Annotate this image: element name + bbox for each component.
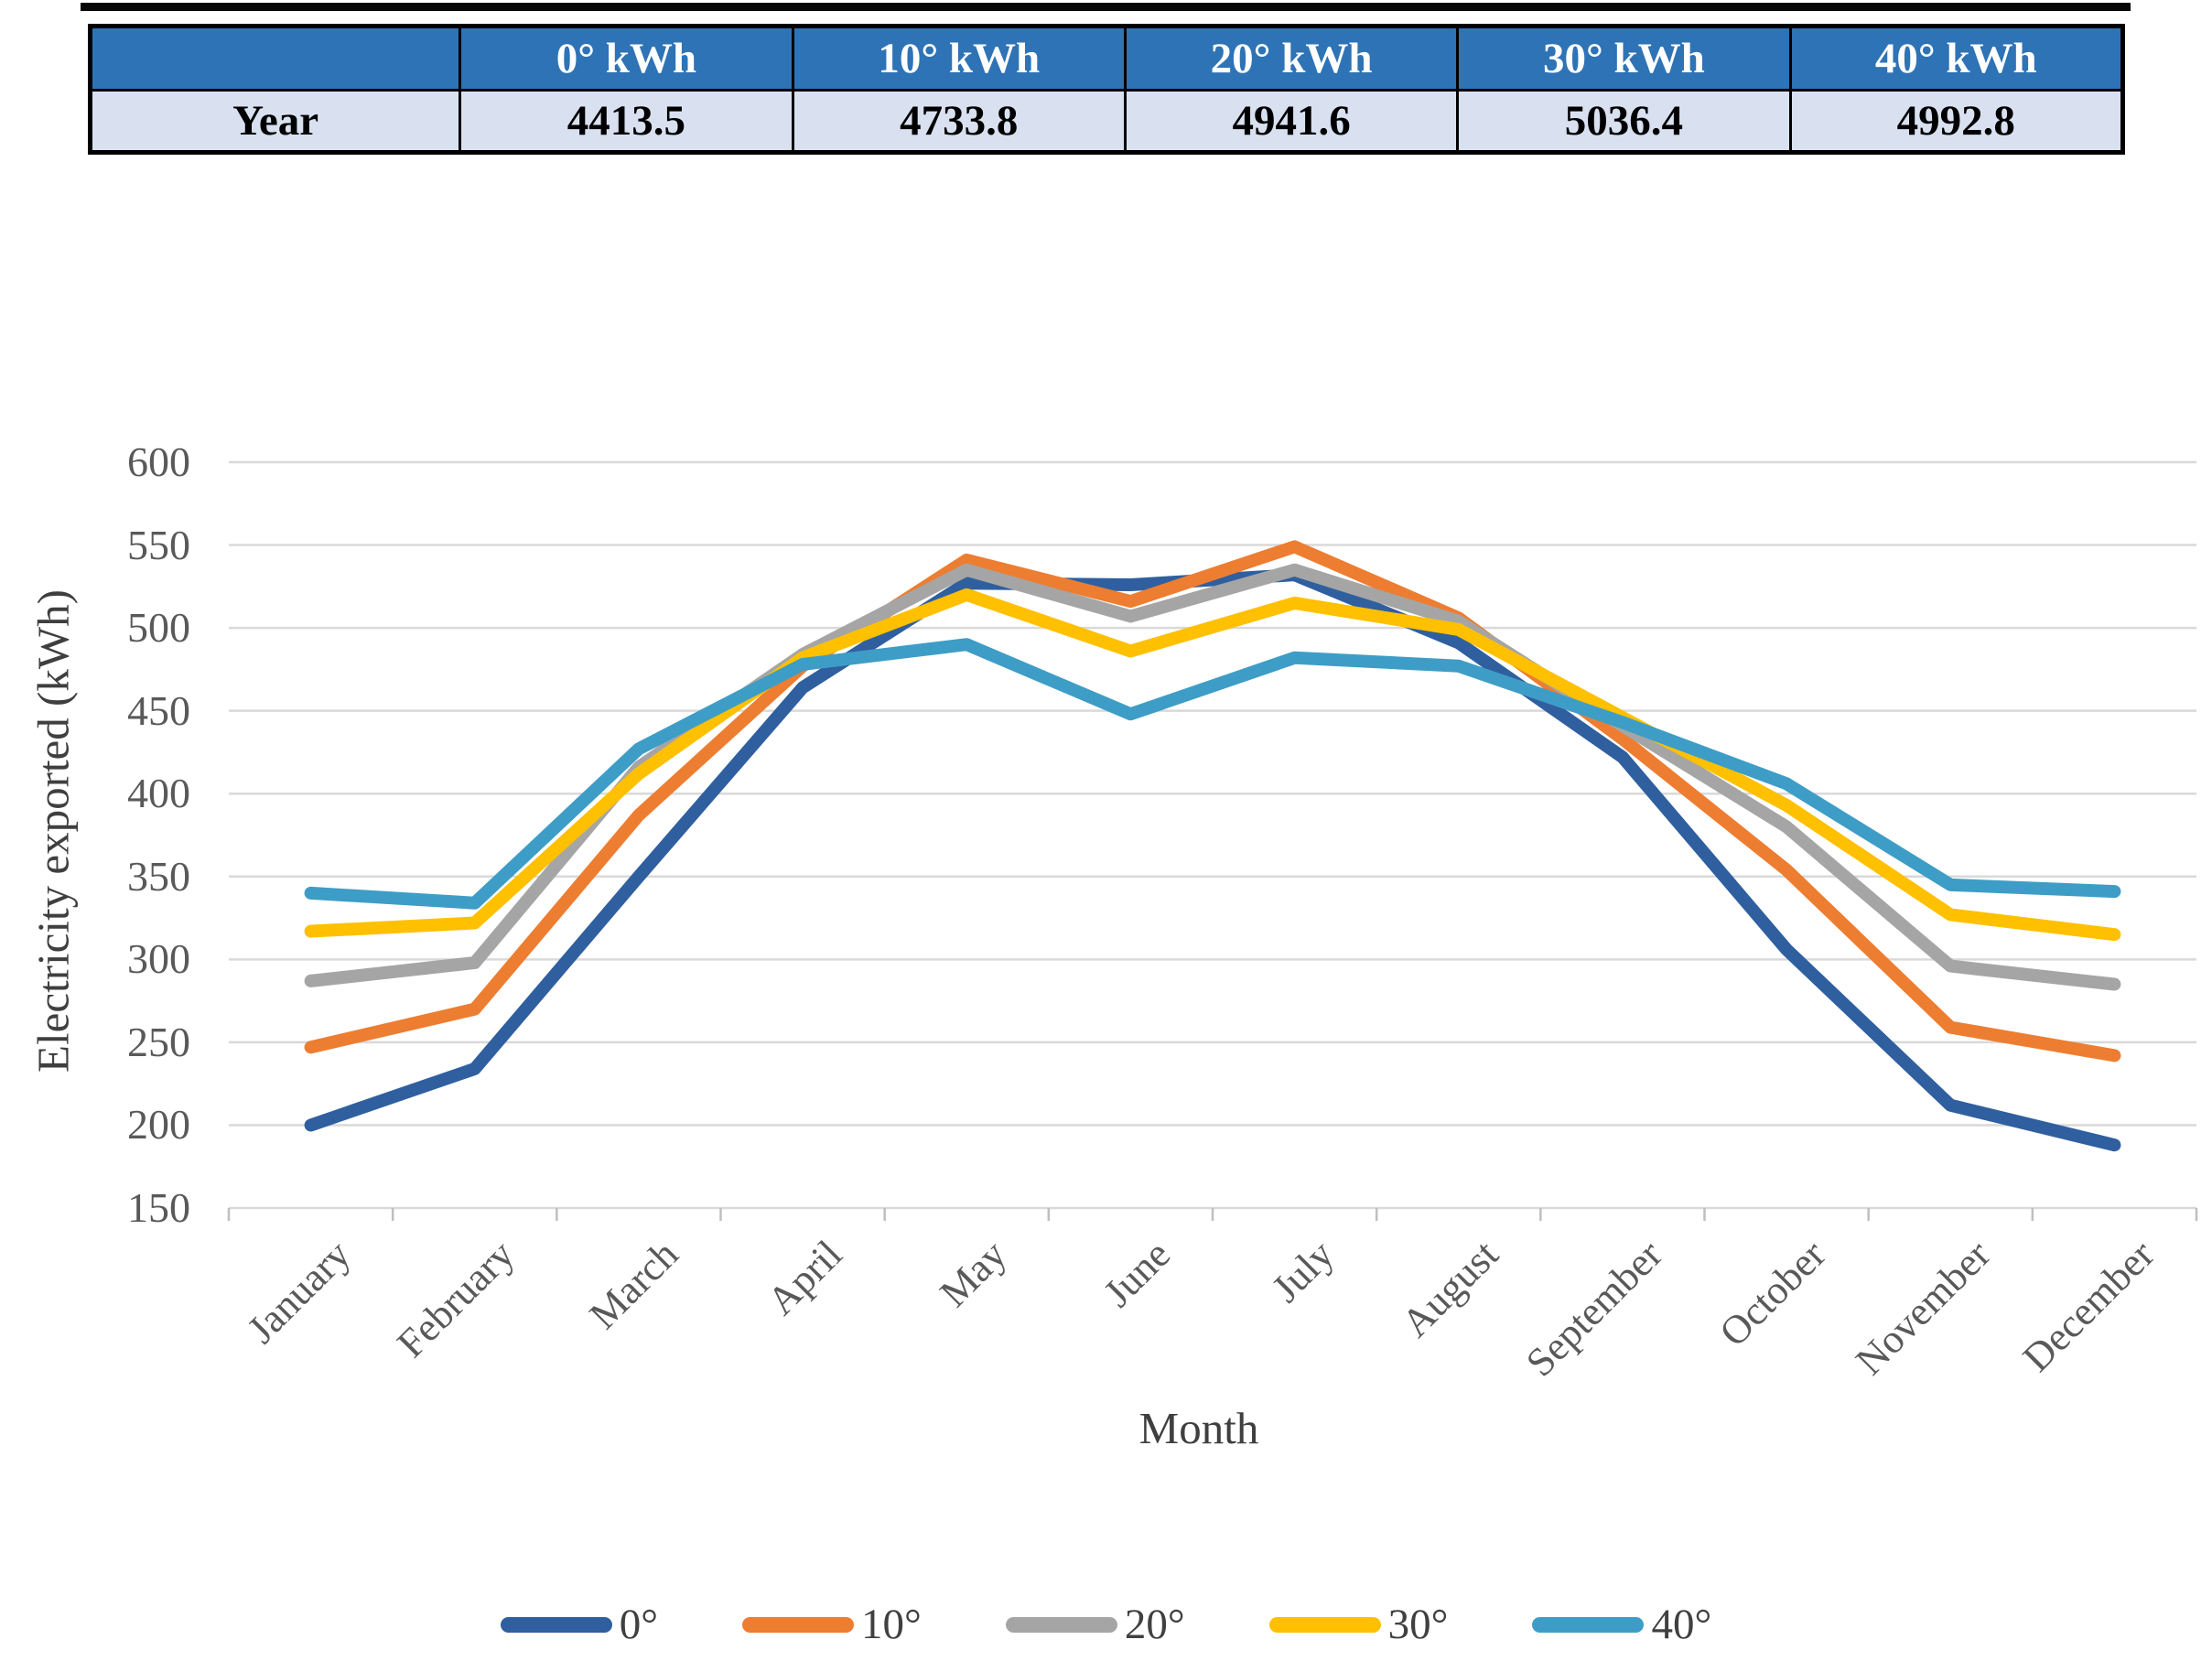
legend-item-0°: 0°: [500, 1601, 659, 1648]
legend-label-20°: 20°: [1124, 1601, 1185, 1648]
legend-label-10°: 10°: [861, 1601, 922, 1648]
y-tick-label-300: 300: [127, 935, 190, 983]
total-0deg: 4413.5: [459, 89, 794, 154]
y-tick-label-500: 500: [127, 604, 190, 652]
total-20deg: 4941.6: [1123, 89, 1460, 154]
y-axis-title: Electricity exported (kWh): [27, 589, 79, 1073]
table-header-row: 0° kWh 10° kWh 20° kWh 30° kWh 40° kWh: [88, 25, 2125, 92]
y-tick-label-150: 150: [127, 1184, 190, 1231]
y-tick-label-200: 200: [127, 1101, 190, 1149]
annual-totals-table: 0° kWh 10° kWh 20° kWh 30° kWh 40° kWh Y…: [88, 24, 2125, 155]
table-header-0deg: 0° kWh: [459, 25, 794, 92]
series-line-30°: [304, 588, 2121, 942]
chart-legend: 0° 10° 20° 30° 40°: [0, 1603, 2212, 1646]
legend-swatch-0°: [500, 1617, 612, 1633]
y-tick-label-250: 250: [127, 1018, 190, 1065]
table-header-blank: [88, 25, 462, 92]
table-header-30deg: 30° kWh: [1456, 25, 1792, 92]
y-tick-label-600: 600: [127, 438, 190, 485]
total-40deg: 4992.8: [1788, 89, 2125, 154]
y-tick-label-400: 400: [127, 770, 190, 817]
legend-label-30°: 30°: [1387, 1601, 1449, 1648]
legend-swatch-30°: [1268, 1617, 1381, 1633]
legend-label-40°: 40°: [1651, 1601, 1712, 1648]
total-10deg: 4733.8: [791, 89, 1127, 154]
x-axis-title: Month: [1138, 1403, 1259, 1453]
table-header-10deg: 10° kWh: [791, 25, 1127, 92]
legend-swatch-40°: [1532, 1617, 1645, 1633]
legend-label-0°: 0°: [619, 1601, 659, 1648]
y-tick-label-450: 450: [127, 686, 190, 734]
legend-item-40°: 40°: [1532, 1603, 1711, 1646]
legend-swatch-10°: [742, 1617, 855, 1633]
table-header-20deg: 20° kWh: [1123, 25, 1460, 92]
series-line-0°: [304, 568, 2121, 1152]
table-top-border-strip: [81, 3, 2131, 11]
series-line-40°: [304, 638, 2121, 910]
y-tick-label-350: 350: [127, 852, 190, 900]
table-header-40deg: 40° kWh: [1788, 25, 2125, 92]
legend-item-30°: 30°: [1268, 1601, 1449, 1648]
row-label-year: Year: [88, 89, 462, 154]
series-line-10°: [304, 540, 2121, 1063]
legend-item-10°: 10°: [742, 1603, 922, 1646]
table-row: Year 4413.5 4733.8 4941.6 5036.4 4992.8: [88, 89, 2125, 154]
y-tick-label-550: 550: [127, 521, 190, 568]
total-30deg: 5036.4: [1456, 89, 1792, 154]
legend-swatch-20°: [1005, 1617, 1117, 1633]
legend-item-20°: 20°: [1005, 1601, 1185, 1648]
